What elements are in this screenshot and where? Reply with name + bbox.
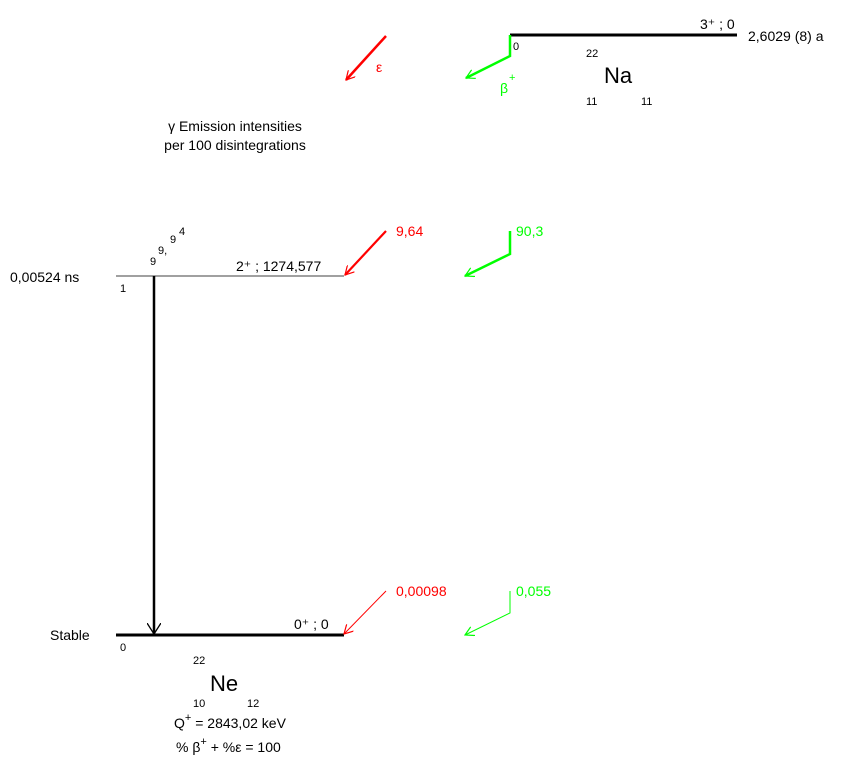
ec-intensity-excited: 9,64 [396,223,423,239]
parent-neutron-number: 11 [641,96,652,108]
gamma-intensity-label-b: 9, [158,245,167,257]
beta-arrow-excited [465,231,512,276]
ec-arrow-excited [345,230,387,275]
gamma-intensity-label-exp: 4 [179,226,185,238]
parent-level-label: 0 [513,41,519,53]
q-value: Q+ = 2843,02 keV [174,712,287,731]
beta-legend-arrow [466,35,512,80]
branching-sup: + [200,736,206,748]
ground-level-index: 0 [120,642,126,654]
excited-level-lifetime: 0,00524 ns [10,269,79,285]
excited-level-index: 1 [120,283,126,295]
q-sup: + [185,712,191,724]
parent-atomic-number: 11 [586,96,597,108]
parent-spin-parity: 3⁺ ; 0 [700,16,735,32]
q-value-text: = 2843,02 keV [191,715,286,731]
beta-arrow-ground [465,591,511,635]
ec-arrow-ground [344,590,387,634]
gamma-intensity-label-a: 9 [150,256,156,268]
ec-intensity-ground: 0,00098 [396,583,447,599]
ec-legend-arrow [345,35,387,80]
beta-legend-symbol: β [500,80,508,96]
legend-line-2: per 100 disintegrations [164,137,306,153]
branching-prefix: % β [176,739,200,755]
daughter-neutron-number: 12 [247,698,259,710]
branching-sum: % β+ + %ε = 100 [176,736,281,755]
ground-level-lifetime: Stable [50,627,90,643]
beta-intensity-ground: 0,055 [516,583,551,599]
parent-symbol: Na [604,63,633,88]
parent-half-life: 2,6029 (8) a [748,28,824,44]
ec-legend-symbol: ε [376,59,382,75]
daughter-mass-number: 22 [193,655,205,667]
ground-level-spin-energy: 0⁺ ; 0 [294,616,329,632]
daughter-atomic-number: 10 [193,698,205,710]
legend-line-1: γ Emission intensities [168,118,302,134]
excited-level-spin-energy: 2⁺ ; 1274,577 [236,258,321,274]
daughter-symbol: Ne [210,671,238,696]
beta-legend-base: β [500,80,508,96]
beta-legend-sign: + [509,72,515,84]
q-label: Q [174,715,185,731]
branching-rest: + %ε = 100 [207,739,281,755]
parent-mass-number: 22 [586,48,598,60]
gamma-intensity-label-c: 9 [170,234,176,246]
beta-intensity-excited: 90,3 [516,223,543,239]
